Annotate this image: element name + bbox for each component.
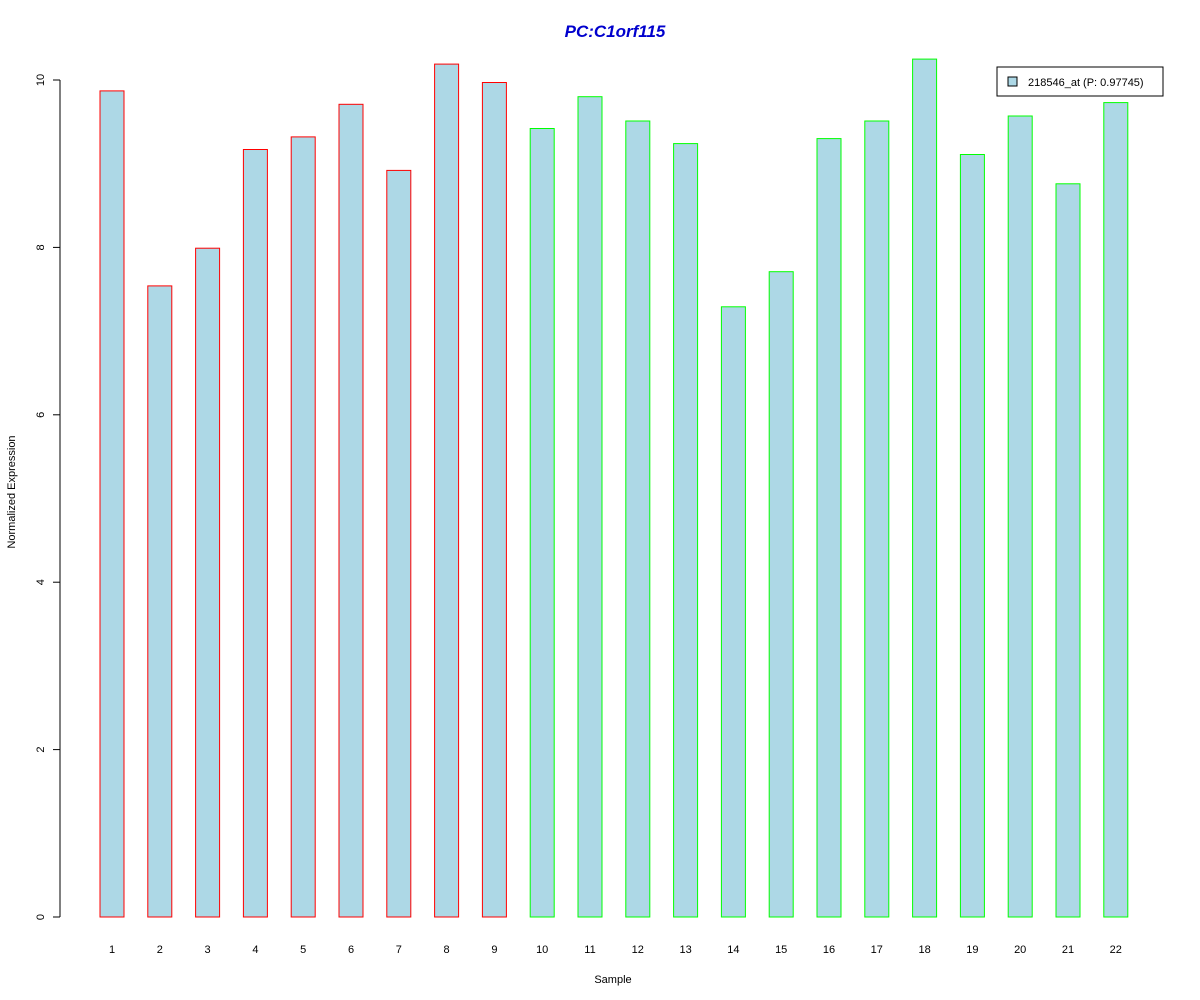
legend: 218546_at (P: 0.97745) <box>997 67 1163 96</box>
bar-sample-4 <box>243 150 267 918</box>
x-axis-label: Sample <box>594 974 631 986</box>
bar-sample-5 <box>291 137 315 917</box>
x-tick-label: 4 <box>252 944 258 956</box>
x-tick-label: 7 <box>396 944 402 956</box>
bar-sample-9 <box>482 83 506 918</box>
x-tick-label: 13 <box>679 944 691 956</box>
bar-sample-19 <box>960 155 984 918</box>
bar-sample-20 <box>1008 116 1032 917</box>
bar-sample-17 <box>865 121 889 917</box>
x-tick-label: 14 <box>727 944 739 956</box>
x-tick-label: 9 <box>491 944 497 956</box>
bar-sample-21 <box>1056 184 1080 917</box>
x-tick-label: 17 <box>871 944 883 956</box>
bar-sample-3 <box>196 248 220 917</box>
legend-swatch <box>1008 77 1017 86</box>
bar-sample-8 <box>435 64 459 917</box>
legend-label: 218546_at (P: 0.97745) <box>1028 77 1144 89</box>
bar-sample-2 <box>148 286 172 917</box>
y-axis: 0 2 4 6 8 10 <box>35 74 60 920</box>
bars <box>100 59 1128 917</box>
bar-sample-14 <box>721 307 745 917</box>
x-tick-label: 21 <box>1062 944 1074 956</box>
bar-sample-1 <box>100 91 124 917</box>
x-tick-label: 3 <box>205 944 211 956</box>
x-tick-label: 12 <box>632 944 644 956</box>
x-tick-label: 20 <box>1014 944 1026 956</box>
x-tick-label: 8 <box>444 944 450 956</box>
bar-sample-15 <box>769 272 793 917</box>
y-tick-label: 4 <box>35 579 47 585</box>
bar-sample-22 <box>1104 103 1128 917</box>
x-tick-label: 5 <box>300 944 306 956</box>
x-tick-label: 2 <box>157 944 163 956</box>
x-tick-label: 10 <box>536 944 548 956</box>
y-tick-label: 6 <box>35 412 47 418</box>
chart-title: PC:C1orf115 <box>565 22 666 41</box>
bar-sample-11 <box>578 97 602 917</box>
x-tick-label: 15 <box>775 944 787 956</box>
bar-sample-12 <box>626 121 650 917</box>
y-tick-label: 10 <box>35 74 47 86</box>
y-tick-label: 2 <box>35 747 47 753</box>
bar-sample-10 <box>530 129 554 918</box>
bar-sample-6 <box>339 104 363 917</box>
y-axis-label: Normalized Expression <box>6 435 18 548</box>
x-tick-label: 6 <box>348 944 354 956</box>
y-tick-label: 0 <box>35 914 47 920</box>
bar-sample-13 <box>674 144 698 917</box>
x-tick-label: 11 <box>584 944 595 956</box>
x-tick-label: 1 <box>109 944 115 956</box>
bar-sample-18 <box>913 59 937 917</box>
x-tick-label: 22 <box>1110 944 1122 956</box>
y-tick-label: 8 <box>35 244 47 250</box>
x-tick-label: 16 <box>823 944 835 956</box>
bar-sample-16 <box>817 139 841 917</box>
x-tick-label: 18 <box>918 944 930 956</box>
x-tick-label: 19 <box>966 944 978 956</box>
bar-sample-7 <box>387 170 411 917</box>
x-tick-labels: 1 2 3 4 5 6 7 8 9 10 11 12 13 14 15 16 17 18 19 20 21 22 <box>109 944 1122 956</box>
